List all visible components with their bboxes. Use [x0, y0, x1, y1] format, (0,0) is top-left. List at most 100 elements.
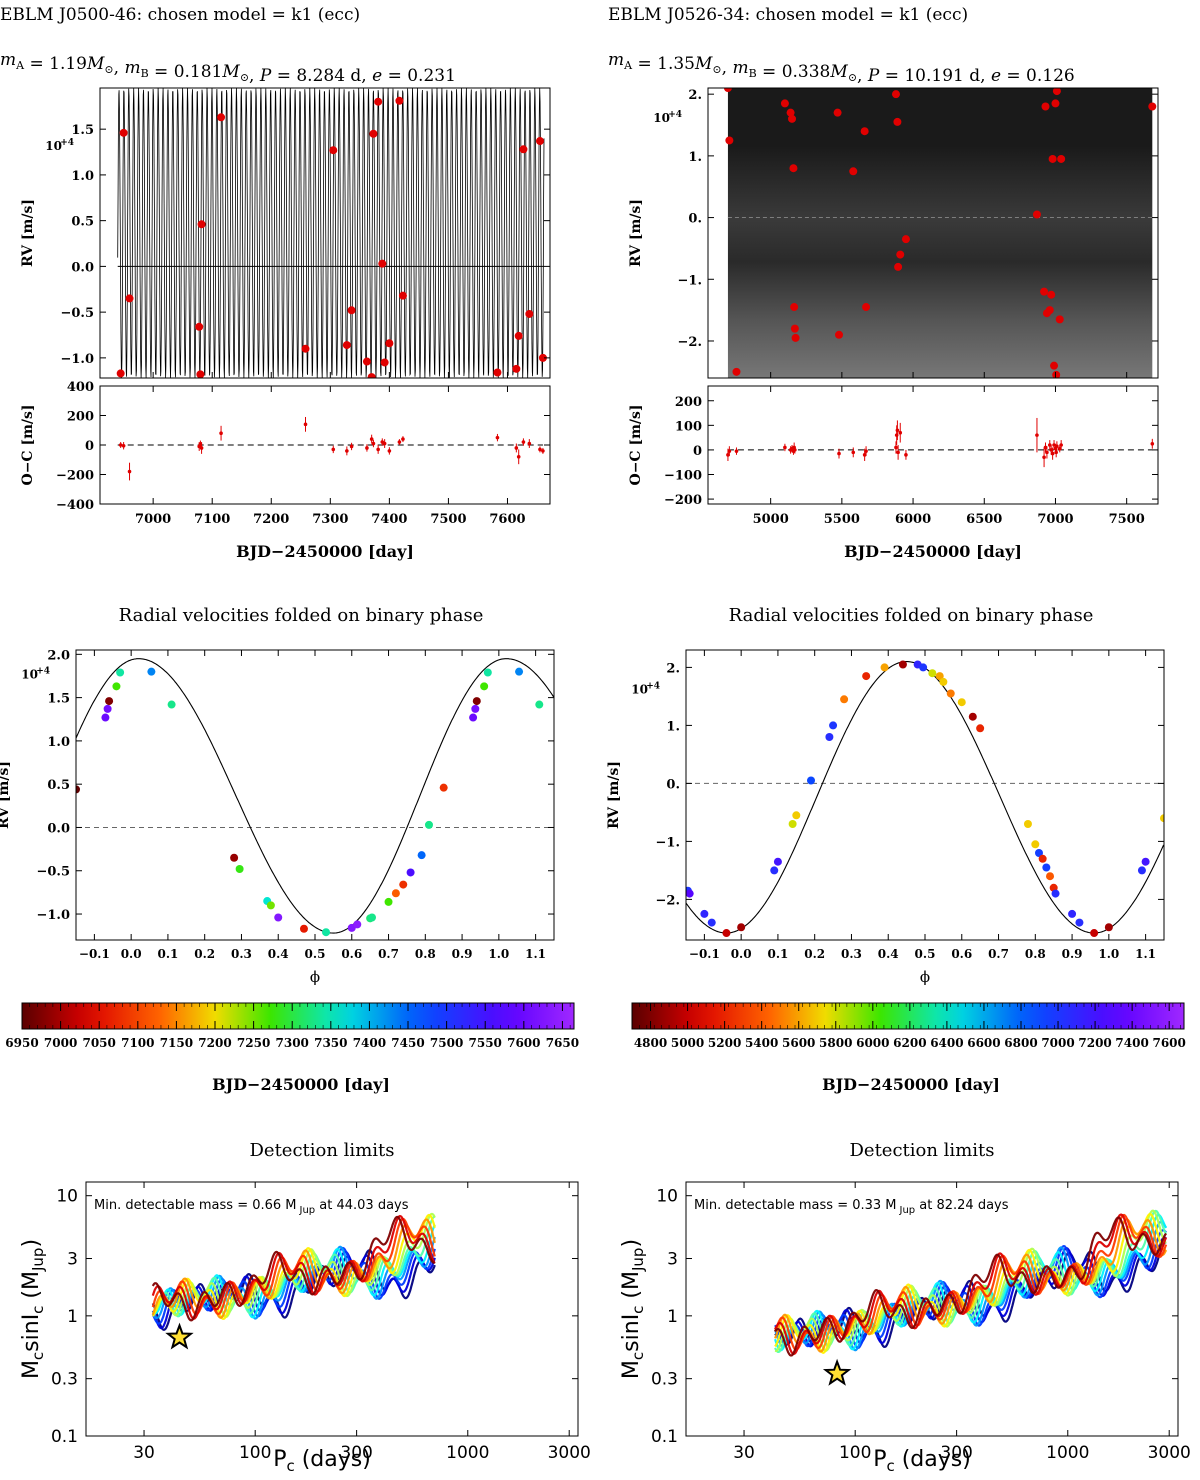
colorbar-tick-label: 7600	[1152, 1036, 1185, 1050]
colorbar-tick-label: 7050	[82, 1036, 115, 1050]
rv-data-point	[1047, 290, 1056, 299]
x-tick-label: 100	[839, 1443, 871, 1463]
y-tick-label: −200	[664, 493, 702, 508]
rv-data-point	[789, 164, 798, 173]
oc-data-point	[369, 437, 374, 441]
y-axis-label-part: )	[19, 1239, 44, 1248]
detection-curve	[774, 1213, 1168, 1351]
y-axis-label-part: M	[619, 1360, 644, 1379]
detection-panel-frame	[685, 1181, 1179, 1437]
y-axis-label: RV [m/s]	[606, 761, 622, 829]
oc-data-point	[538, 447, 542, 452]
params-fragment: ,	[857, 66, 868, 86]
y-tick-label: 3	[667, 1250, 678, 1270]
colorbar-tick-label: 7650	[546, 1036, 579, 1050]
detection-curve	[774, 1216, 1167, 1357]
oc-data-point	[1049, 448, 1053, 452]
oc-data-point	[1035, 433, 1039, 437]
x-tick-label: 0.5	[305, 947, 326, 961]
x-tick-label: 0.8	[1025, 947, 1046, 961]
x-tick-label: 0.5	[915, 947, 936, 961]
model-curve	[117, 88, 545, 378]
phase-data-point	[469, 713, 478, 722]
y-tick-label: 0.0	[47, 821, 70, 836]
x-tick-label: 7100	[194, 512, 230, 527]
y-tick-label: −0.5	[60, 306, 94, 321]
x-tick-label: 7500	[1109, 512, 1145, 527]
params-fragment: m	[732, 58, 748, 78]
phase-data-point	[773, 857, 782, 866]
rv-data-point	[342, 341, 351, 350]
phase-data-point	[898, 660, 907, 669]
x-tick-label: 300	[340, 1443, 372, 1463]
x-tick-label: 0.9	[452, 947, 473, 961]
x-tick-label: 0.6	[951, 947, 972, 961]
phase-data-point	[1075, 918, 1084, 927]
right-phase-group: Radial velocities folded on binary phase…	[606, 605, 1186, 1094]
min-mass-star	[165, 1322, 194, 1350]
rv-data-point	[301, 344, 310, 353]
oc-data-point	[345, 449, 349, 453]
y-tick-label: 0	[85, 439, 94, 454]
x-tick-label: 0.6	[341, 947, 362, 961]
y-multiplier: 10	[653, 111, 670, 125]
colorbar	[21, 1002, 575, 1030]
y-axis-label: O−C [m/s]	[20, 405, 36, 486]
x-tick-label: 7300	[312, 512, 348, 527]
phase-data-point	[147, 667, 156, 676]
rv-data-point	[893, 117, 902, 126]
colorbar-tick-label: 5600	[782, 1036, 815, 1050]
y-tick-label: −100	[664, 469, 702, 484]
colorbar-tick-label: 7400	[353, 1036, 386, 1050]
colorbar-tick-label: 4800	[634, 1036, 667, 1050]
oc-data-point	[1045, 450, 1049, 455]
phase-data-point	[515, 667, 524, 676]
y-tick-label: −1.0	[60, 352, 94, 367]
oc-data-point	[118, 443, 123, 447]
oc-data-point	[1052, 443, 1056, 447]
oc-data-point	[1055, 444, 1059, 449]
params-fragment: B	[141, 67, 149, 80]
x-axis-label: BJD−2450000 [day]	[236, 542, 414, 561]
y-tick-label: 10	[656, 1187, 678, 1207]
y-tick-label: 0.0	[71, 260, 94, 275]
phase-data-point	[439, 783, 448, 792]
x-tick-label: 1.1	[525, 947, 546, 961]
phase-data-point	[792, 811, 801, 820]
phase-data-point	[1046, 872, 1055, 881]
x-tick-label: 0.8	[415, 947, 436, 961]
phase-data-point	[722, 929, 731, 938]
rv-data-point	[519, 145, 528, 154]
x-axis-label-part: P	[873, 1447, 886, 1472]
phase-data-point	[825, 733, 834, 741]
x-tick-label: 3000	[548, 1443, 591, 1463]
x-tick-label: 30	[133, 1443, 155, 1463]
oc-data-point	[1057, 446, 1062, 451]
panel-title: Detection limits	[249, 1140, 394, 1161]
y-tick-label: 2.	[688, 88, 702, 103]
oc-data-point	[864, 449, 868, 453]
oc-data-point	[904, 453, 908, 457]
oc-data-point	[397, 440, 402, 444]
params-fragment: m	[0, 50, 16, 70]
phase-data-point	[480, 682, 489, 691]
x-tick-label: 0.1	[157, 947, 178, 961]
phase-data-point	[406, 868, 415, 877]
header-title: EBLM J0526-34: chosen model = k1 (ecc)	[608, 5, 968, 25]
params-fragment: = 0.126	[1001, 66, 1075, 86]
y-tick-label: 0	[693, 444, 702, 459]
oc-data-point	[862, 453, 867, 457]
params-fragment: = 1.35	[632, 54, 695, 74]
oc-data-point	[495, 435, 500, 440]
rv-data-point	[385, 339, 394, 348]
x-axis-label-part: (days)	[895, 1447, 971, 1472]
annotation-text: Min. detectable mass = 0.33 M	[694, 1198, 897, 1213]
y-tick-label: 1.5	[47, 692, 70, 707]
x-tick-label: 7200	[253, 512, 289, 527]
rv-data-point	[1041, 102, 1050, 111]
phase-data-point	[230, 853, 239, 862]
y-axis-label-part: c	[29, 1306, 47, 1314]
rv-data-point	[329, 146, 338, 155]
rv-data-point	[1052, 88, 1061, 96]
